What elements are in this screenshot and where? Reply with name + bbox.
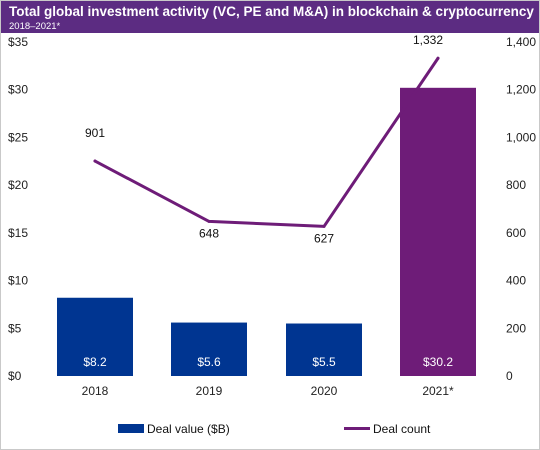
chart-subtitle: 2018–2021*	[9, 21, 61, 32]
bar-value-label: $30.2	[423, 355, 453, 369]
y-left-tick-label: $20	[8, 178, 28, 192]
y-right-tick-label: 1,000	[506, 130, 536, 144]
chart-header: Total global investment activity (VC, PE…	[1, 1, 539, 33]
y-right-tick-label: 400	[506, 274, 526, 288]
bar-2018	[57, 297, 133, 376]
legend-swatch-deal-value	[118, 424, 144, 433]
bar-value-label: $8.2	[83, 355, 107, 369]
deal-count-point	[322, 224, 326, 228]
y-left-tick-label: $15	[8, 226, 28, 240]
y-right-tick-label: 600	[506, 226, 526, 240]
bar-value-label: $5.5	[312, 355, 336, 369]
deal-count-label: 627	[314, 231, 334, 245]
legend-label-deal-value: Deal value ($B)	[147, 422, 230, 436]
y-right-tick-label: 200	[506, 321, 526, 335]
x-tick-label: 2018	[82, 384, 109, 398]
y-left-tick-label: $5	[8, 321, 22, 335]
deal-count-point	[93, 159, 97, 163]
y-right-tick-label: 800	[506, 178, 526, 192]
bar-2020	[286, 323, 362, 376]
x-tick-label: 2021*	[422, 384, 454, 398]
bar-value-label: $5.6	[197, 355, 221, 369]
y-left-tick-label: $25	[8, 130, 28, 144]
y-left-tick-label: $0	[8, 369, 22, 383]
deal-count-label: 1,332	[413, 33, 443, 47]
x-tick-label: 2020	[311, 384, 338, 398]
deal-count-label: 901	[85, 126, 105, 140]
bar-2021	[400, 87, 476, 376]
deal-count-point	[436, 56, 440, 60]
y-right-tick-label: 1,400	[506, 35, 536, 49]
deal-count-line	[93, 56, 440, 228]
y-left-tick-label: $35	[8, 35, 28, 49]
deal-count-point	[207, 219, 211, 223]
legend-label-deal-count: Deal count	[373, 422, 431, 436]
x-tick-label: 2019	[196, 384, 223, 398]
y-left-tick-label: $10	[8, 274, 28, 288]
deal-count-label: 648	[199, 226, 219, 240]
bar-2019	[171, 322, 247, 376]
y-right-tick-label: 1,200	[506, 83, 536, 97]
y-right-tick-label: 0	[506, 369, 513, 383]
y-left-tick-label: $30	[8, 83, 28, 97]
chart-title: Total global investment activity (VC, PE…	[9, 4, 534, 19]
